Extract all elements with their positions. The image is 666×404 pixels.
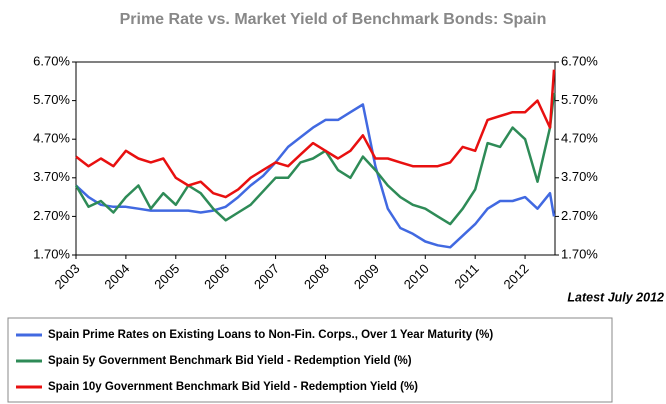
- x-tick-label: 2011: [451, 261, 481, 291]
- series-line: [75, 103, 556, 249]
- legend-label: Spain 5y Government Benchmark Bid Yield …: [48, 355, 412, 367]
- x-tick-label: 2008: [301, 261, 332, 292]
- series-line: [74, 92, 556, 226]
- chart-title: Prime Rate vs. Market Yield of Benchmark…: [120, 11, 547, 28]
- legend-label: Spain 10y Government Benchmark Bid Yield…: [48, 381, 418, 393]
- x-tick-label: 2009: [351, 261, 382, 292]
- x-tick-label: 2012: [501, 261, 532, 292]
- x-tick-label: 2006: [201, 261, 232, 292]
- x-tick-label: 2007: [251, 261, 282, 292]
- legend-box: [7, 317, 613, 403]
- plot-frame: [75, 61, 556, 256]
- x-tick-label: 2004: [101, 261, 132, 292]
- y2-tick-label: 1.70%: [561, 246, 598, 261]
- y2-tick-label: 6.70%: [561, 53, 598, 68]
- y-tick-label: 4.70%: [33, 131, 70, 146]
- x-tick-label: 2003: [51, 261, 82, 292]
- y-tick-label: 1.70%: [33, 246, 70, 261]
- x-tick-label: 2005: [151, 261, 182, 292]
- y2-tick-label: 3.70%: [561, 169, 598, 184]
- y2-tick-label: 4.70%: [561, 131, 598, 146]
- legend-label: Spain Prime Rates on Existing Loans to N…: [48, 329, 493, 341]
- y-tick-label: 3.70%: [33, 169, 70, 184]
- y2-tick-label: 2.70%: [561, 208, 598, 223]
- y2-tick-label: 5.70%: [561, 92, 598, 107]
- y-tick-label: 2.70%: [33, 208, 70, 223]
- annotation: Latest July 2012: [567, 290, 664, 304]
- y-tick-label: 6.70%: [33, 53, 70, 68]
- x-tick-label: 2010: [401, 261, 432, 292]
- y-tick-label: 5.70%: [33, 92, 70, 107]
- series-line: [75, 69, 556, 199]
